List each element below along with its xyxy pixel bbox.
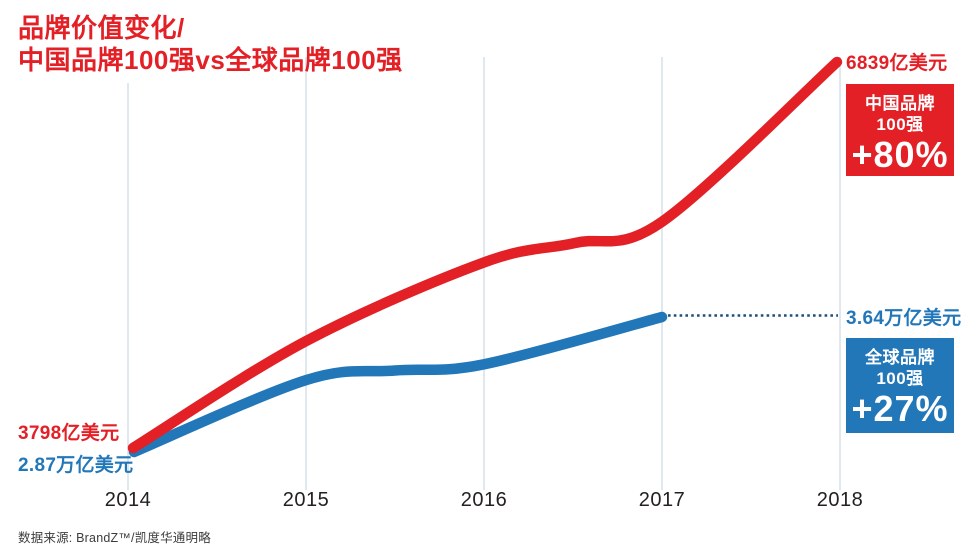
global-badge-name-line2: 100强 xyxy=(876,369,924,388)
x-axis-label-2014: 2014 xyxy=(104,489,152,511)
global-top100-badge: 全球品牌 100强 +27% xyxy=(846,338,954,433)
global-top100-line xyxy=(128,311,668,458)
x-axis-label-2018: 2018 xyxy=(816,489,864,511)
china-2018-value-label: 6839亿美元 xyxy=(846,53,948,74)
chart-title: 品牌价值变化/ 中国品牌100强vs全球品牌100强 xyxy=(18,12,403,76)
chart-title-line1: 品牌价值变化/ xyxy=(18,13,185,43)
data-source-note: 数据来源: BrandZ™/凯度华通明略 xyxy=(18,531,211,545)
x-axis-label-2015: 2015 xyxy=(282,489,330,511)
global-badge-name-line1: 全球品牌 xyxy=(865,348,935,367)
china-top100-line xyxy=(127,56,843,454)
gridlines xyxy=(127,57,841,490)
china-badge-change: +80% xyxy=(851,134,949,175)
global-2014-value-label: 2.87万亿美元 xyxy=(18,455,134,476)
china-badge-name-line1: 中国品牌 xyxy=(865,94,935,113)
china-2014-value-label: 3798亿美元 xyxy=(18,423,120,444)
global-badge-change: +27% xyxy=(851,388,949,429)
x-axis-label-2016: 2016 xyxy=(460,489,508,511)
chart-title-line2: 中国品牌100强vs全球品牌100强 xyxy=(18,45,403,75)
china-top100-badge: 中国品牌 100强 +80% xyxy=(846,84,954,176)
global-2017-value-label: 3.64万亿美元 xyxy=(846,308,962,329)
china-badge-name-line2: 100强 xyxy=(876,115,924,134)
x-axis-label-2017: 2017 xyxy=(638,489,686,511)
